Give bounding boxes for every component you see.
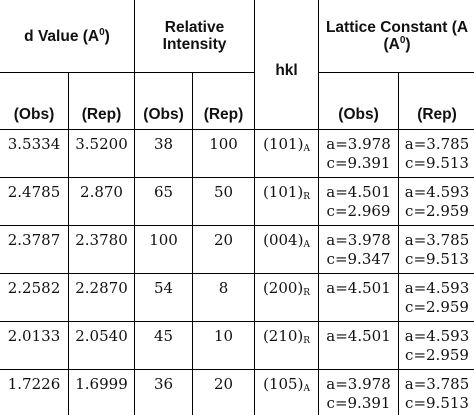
phase-subscript: R bbox=[303, 336, 311, 346]
lattice-value: c=9.513 bbox=[405, 250, 469, 268]
d-value-header: d Value (A0) bbox=[0, 0, 136, 73]
d-obs-cell: 2.0133 bbox=[0, 321, 69, 370]
d-rep-cell: 2.870 bbox=[67, 177, 136, 226]
intensity-rep-cell: 20 bbox=[192, 225, 256, 274]
lattice-obs-cell: a=3.978 c=9.347 bbox=[318, 225, 400, 274]
lattice-obs-cell: a=4.501 c=2.969 bbox=[318, 177, 400, 226]
phase-subscript: R bbox=[303, 192, 311, 202]
hkl-index: (200) bbox=[262, 279, 304, 297]
phase-subscript: A bbox=[303, 384, 310, 394]
intensity-obs-cell: 100 bbox=[134, 225, 194, 274]
phase-subscript: A bbox=[303, 240, 310, 250]
lattice-value: a=3.785 bbox=[404, 375, 470, 393]
hkl-index: (210) bbox=[262, 327, 304, 345]
lattice-rep-cell: a=4.593 c=2.959 bbox=[398, 321, 474, 370]
lattice-value: a=4.593 bbox=[404, 279, 470, 297]
intensity-obs-header: (Obs) bbox=[134, 72, 194, 130]
lattice-obs-cell: a=4.501 bbox=[318, 321, 400, 370]
table-row: 2.4785 2.870 65 50 (101)R a=4.501 c=2.969 a=4.5… bbox=[0, 177, 474, 226]
lattice-value: a=3.978 bbox=[326, 135, 391, 153]
hkl-cell: (004)A bbox=[254, 225, 320, 274]
d-rep-cell: 2.0540 bbox=[67, 321, 136, 370]
lattice-value: a=4.501 bbox=[326, 327, 391, 345]
intensity-obs-cell: 38 bbox=[134, 129, 194, 178]
lattice-constant-header: Lattice Constant (A (A0) bbox=[318, 0, 474, 73]
table-row: 2.0133 2.0540 45 10 (210)R a=4.501 a=4.593 c=2.… bbox=[0, 321, 474, 370]
lattice-obs-header: (Obs) bbox=[318, 72, 400, 130]
d-rep-cell: 3.5200 bbox=[67, 129, 136, 178]
lattice-value: c=9.513 bbox=[405, 154, 469, 172]
table-row: 3.5334 3.5200 38 100 (101)A a=3.978 c=9.391 a=3… bbox=[0, 129, 474, 178]
lattice-value: c=2.959 bbox=[405, 202, 469, 220]
lattice-value: a=4.501 bbox=[326, 183, 391, 201]
lattice-value: a=3.785 bbox=[404, 231, 470, 249]
intensity-obs-cell: 36 bbox=[134, 369, 194, 415]
intensity-rep-cell: 50 bbox=[192, 177, 256, 226]
lattice-value: a=3.978 bbox=[326, 375, 391, 393]
lattice-value: c=9.391 bbox=[326, 394, 391, 412]
lattice-rep-cell: a=3.785 c=9.513 bbox=[398, 129, 474, 178]
relative-intensity-header: Relative Intensity bbox=[134, 0, 256, 73]
hkl-cell: (101)A bbox=[254, 129, 320, 178]
lattice-value: c=2.959 bbox=[405, 298, 469, 316]
d-obs-header: (Obs) bbox=[0, 72, 69, 130]
lattice-value: c=9.513 bbox=[405, 394, 469, 412]
lattice-value: c=2.969 bbox=[326, 202, 391, 220]
lattice-value: c=2.959 bbox=[405, 346, 469, 364]
hkl-cell: (200)R bbox=[254, 273, 320, 322]
hkl-index: (105) bbox=[263, 375, 304, 393]
lattice-value: c=9.347 bbox=[326, 250, 391, 268]
intensity-rep-cell: 100 bbox=[192, 129, 256, 178]
phase-subscript: A bbox=[303, 144, 310, 154]
hkl-header: hkl bbox=[254, 0, 320, 130]
lattice-rep-cell: a=4.593 c=2.959 bbox=[398, 177, 474, 226]
lattice-obs-cell: a=3.978 c=9.391 bbox=[318, 369, 400, 415]
lattice-rep-cell: a=4.593 c=2.959 bbox=[398, 273, 474, 322]
header-row-top: d Value (A0) Relative Intensity hkl Latt… bbox=[0, 0, 474, 130]
lattice-value: a=4.501 bbox=[326, 279, 391, 297]
hkl-index: (101) bbox=[263, 135, 304, 153]
d-obs-cell: 3.5334 bbox=[0, 129, 69, 178]
hkl-index: (004) bbox=[263, 231, 304, 249]
lattice-rep-cell: a=3.785 c=9.513 bbox=[398, 369, 474, 415]
d-rep-cell: 2.3780 bbox=[67, 225, 136, 274]
d-obs-cell: 2.2582 bbox=[0, 273, 69, 322]
intensity-rep-cell: 20 bbox=[192, 369, 256, 415]
intensity-obs-cell: 54 bbox=[134, 273, 194, 322]
lattice-value: a=4.593 bbox=[404, 183, 470, 201]
lattice-rep-cell: a=3.785 c=9.513 bbox=[398, 225, 474, 274]
d-obs-cell: 2.3787 bbox=[0, 225, 69, 274]
table-body: 3.5334 3.5200 38 100 (101)A a=3.978 c=9.391 a=3… bbox=[0, 129, 474, 415]
d-rep-header: (Rep) bbox=[67, 72, 136, 130]
d-rep-cell: 1.6999 bbox=[67, 369, 136, 415]
phase-subscript: R bbox=[303, 288, 311, 298]
lattice-value: c=9.391 bbox=[326, 154, 391, 172]
header-row-sub: (Obs) (Rep) (Obs) (Rep) (Obs) (Rep) bbox=[0, 72, 474, 130]
lattice-value: a=4.593 bbox=[404, 327, 470, 345]
d-rep-cell: 2.2870 bbox=[67, 273, 136, 322]
lattice-obs-cell: a=3.978 c=9.391 bbox=[318, 129, 400, 178]
lattice-rep-header: (Rep) bbox=[398, 72, 474, 130]
table-row: 2.3787 2.3780 100 20 (004)A a=3.978 c=9.347 a=3… bbox=[0, 225, 474, 274]
lattice-obs-cell: a=4.501 bbox=[318, 273, 400, 322]
table-row: 2.2582 2.2870 54 8 (200)R a=4.501 a=4.593 c=2.9… bbox=[0, 273, 474, 322]
lattice-value: a=3.785 bbox=[404, 135, 470, 153]
intensity-rep-cell: 8 bbox=[192, 273, 256, 322]
d-obs-cell: 2.4785 bbox=[0, 177, 69, 226]
intensity-rep-cell: 10 bbox=[192, 321, 256, 370]
intensity-obs-cell: 65 bbox=[134, 177, 194, 226]
d-obs-cell: 1.7226 bbox=[0, 369, 69, 415]
hkl-cell: (105)A bbox=[254, 369, 320, 415]
hkl-cell: (101)R bbox=[254, 177, 320, 226]
intensity-rep-header: (Rep) bbox=[192, 72, 256, 130]
intensity-obs-cell: 45 bbox=[134, 321, 194, 370]
lattice-value: a=3.978 bbox=[326, 231, 391, 249]
hkl-cell: (210)R bbox=[254, 321, 320, 370]
hkl-index: (101) bbox=[262, 183, 304, 201]
table-row: 1.7226 1.6999 36 20 (105)A a=3.978 c=9.391 a=3.… bbox=[0, 369, 474, 415]
